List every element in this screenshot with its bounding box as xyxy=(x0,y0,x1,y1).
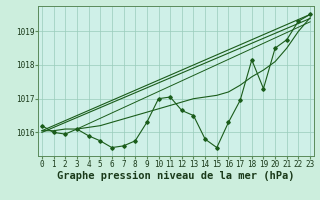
X-axis label: Graphe pression niveau de la mer (hPa): Graphe pression niveau de la mer (hPa) xyxy=(57,171,295,181)
